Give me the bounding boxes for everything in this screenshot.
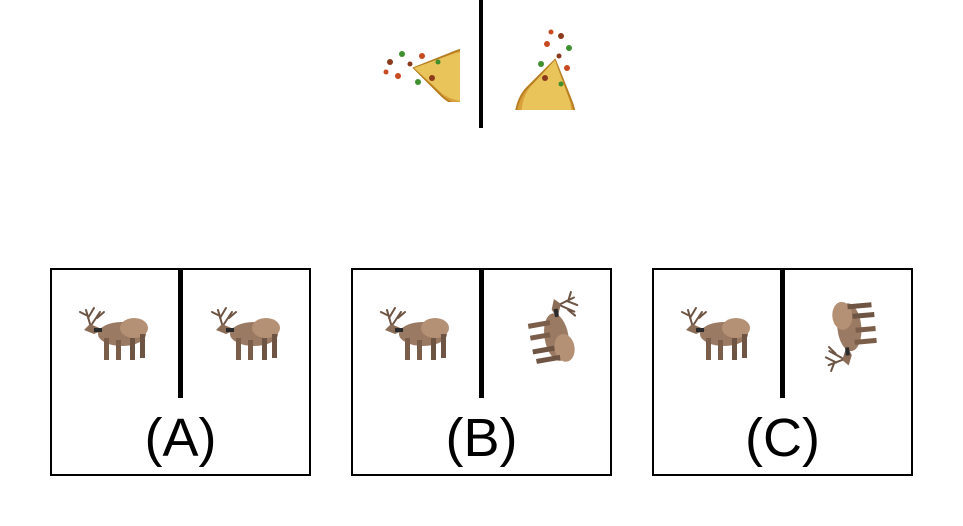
option-label-a: (A) [144,408,217,468]
option-divider [479,270,484,398]
deer-icon [211,307,281,361]
deer-icon [681,307,751,361]
pizza-icon [382,46,460,102]
deer-icon [380,307,450,361]
deer-icon [79,307,149,361]
option-label-b: (B) [445,408,518,468]
option-divider [780,270,785,398]
example-divider [479,0,483,128]
option-label-c: (C) [745,408,820,468]
option-divider [178,270,183,398]
option-b-box[interactable]: (B) [351,268,612,476]
option-a-box[interactable]: (A) [50,268,311,476]
pizza-icon-rotated [515,28,577,110]
deer-icon-rotated [522,290,585,369]
deer-icon-flipped-rotated [820,298,880,373]
option-c-box[interactable]: (C) [652,268,913,476]
